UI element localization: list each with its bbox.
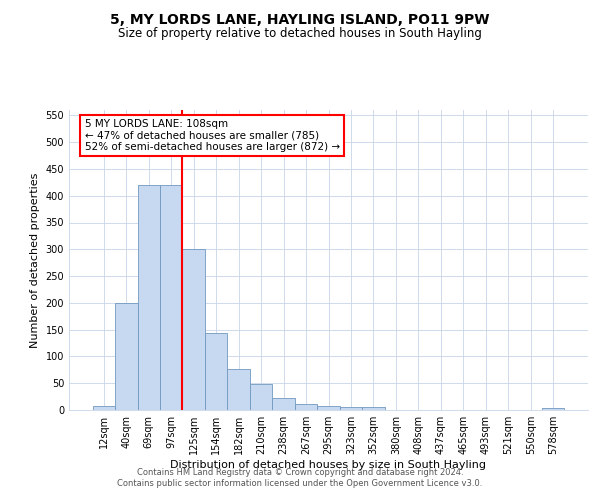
Bar — [115, 303, 137, 410]
X-axis label: Distribution of detached houses by size in South Hayling: Distribution of detached houses by size … — [170, 460, 487, 470]
Bar — [340, 407, 362, 410]
Bar — [160, 185, 182, 410]
Bar — [227, 369, 250, 410]
Bar — [182, 250, 205, 410]
Bar — [317, 406, 340, 410]
Y-axis label: Number of detached properties: Number of detached properties — [30, 172, 40, 348]
Bar — [92, 406, 115, 410]
Bar — [542, 408, 565, 410]
Bar — [272, 398, 295, 410]
Text: 5, MY LORDS LANE, HAYLING ISLAND, PO11 9PW: 5, MY LORDS LANE, HAYLING ISLAND, PO11 9… — [110, 12, 490, 26]
Bar — [362, 408, 385, 410]
Bar — [250, 384, 272, 410]
Text: Contains HM Land Registry data © Crown copyright and database right 2024.
Contai: Contains HM Land Registry data © Crown c… — [118, 468, 482, 487]
Bar — [295, 404, 317, 410]
Text: 5 MY LORDS LANE: 108sqm
← 47% of detached houses are smaller (785)
52% of semi-d: 5 MY LORDS LANE: 108sqm ← 47% of detache… — [85, 119, 340, 152]
Bar — [137, 185, 160, 410]
Bar — [205, 334, 227, 410]
Text: Size of property relative to detached houses in South Hayling: Size of property relative to detached ho… — [118, 28, 482, 40]
